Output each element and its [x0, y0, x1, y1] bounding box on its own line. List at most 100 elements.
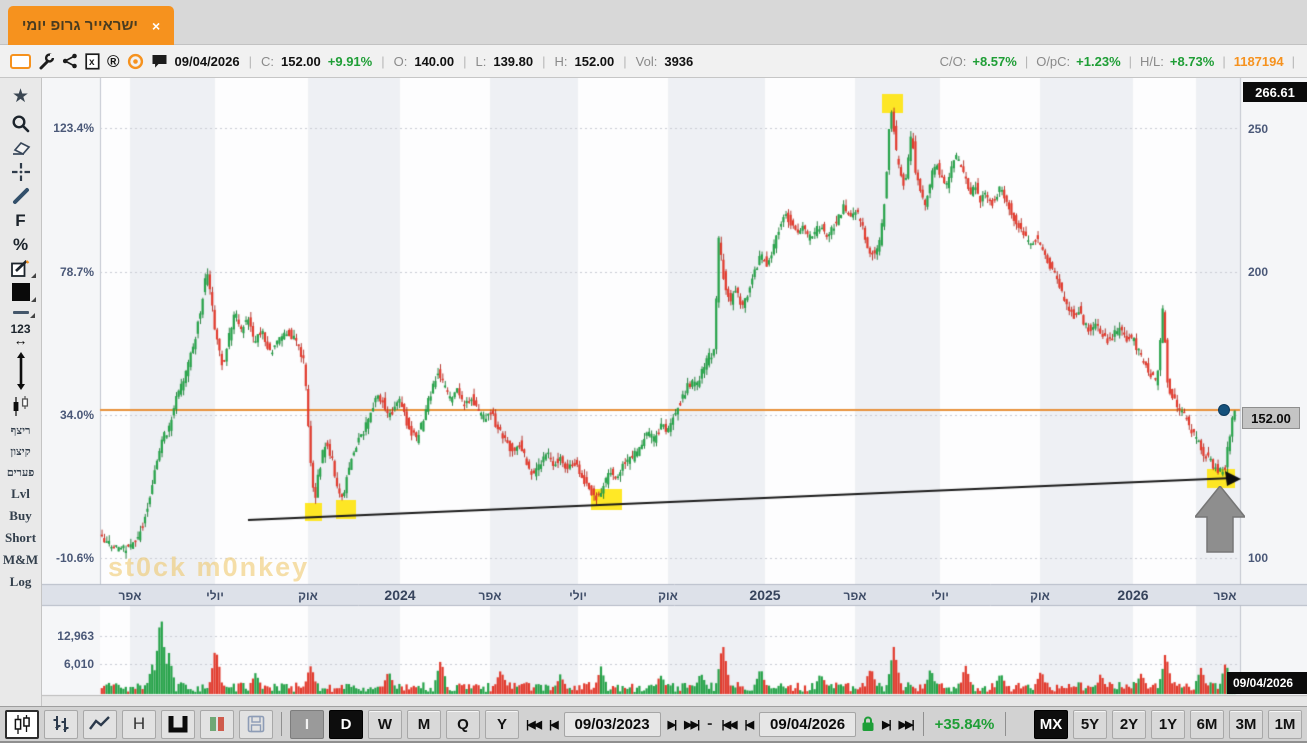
to-date-field[interactable]: 09/04/2026 — [759, 711, 857, 737]
percent-tool[interactable]: % — [12, 234, 29, 254]
crosshair-icon[interactable] — [11, 163, 30, 181]
co-value: +8.57% — [972, 53, 1017, 69]
instrument-tab[interactable]: ישראייר גרופ יומי × — [8, 6, 174, 45]
registered-icon[interactable]: ® — [107, 51, 120, 71]
search-icon[interactable] — [11, 114, 30, 133]
vertical-measure-icon[interactable] — [15, 352, 27, 391]
range-button-1y[interactable]: 1Y — [1151, 709, 1185, 739]
chart-type-hlc-button[interactable]: H — [122, 709, 156, 739]
divider — [922, 712, 924, 736]
excel-export-icon[interactable]: x — [85, 52, 100, 70]
change-value: +9.91% — [327, 53, 373, 69]
svg-text:x: x — [89, 57, 95, 68]
sidebar-item-log[interactable]: Log — [9, 574, 32, 590]
range-button-6m[interactable]: 6M — [1190, 709, 1224, 739]
signal-up-arrow — [1195, 486, 1245, 554]
skip-forward-icon[interactable]: ▶▶| — [898, 718, 915, 731]
co-label: C/O: — [939, 53, 967, 69]
period-button-q[interactable]: Q — [446, 709, 480, 739]
step-forward-icon[interactable]: ▶| — [667, 718, 677, 731]
line-style-tool[interactable] — [12, 307, 35, 318]
sidebar-item-mm[interactable]: M&M — [2, 552, 39, 568]
trendline-tool-icon[interactable] — [12, 187, 30, 205]
edit-note-icon[interactable] — [11, 259, 36, 278]
chart-type-candles-button[interactable] — [5, 709, 39, 739]
chart-type-line-button[interactable] — [83, 709, 117, 739]
open-label: O: — [393, 53, 408, 69]
close-icon[interactable]: × — [151, 17, 161, 34]
sidebar-item-sequence[interactable]: ריצף — [10, 424, 31, 437]
period-button-i[interactable]: I — [290, 709, 324, 739]
chart-region: 123.4% 78.7% 34.0% -10.6% 250 200 100 12,963 6,0… — [42, 78, 1307, 706]
chart-type-bars-button[interactable] — [44, 709, 78, 739]
quote-toolbar: x ® 09/04/2026 | C: 152.00 +9.91% | O: 1… — [0, 45, 1307, 78]
skip-forward-icon[interactable]: ▶▶| — [684, 718, 700, 731]
period-button-y[interactable]: Y — [485, 709, 519, 739]
tab-bar: ישראייר גרופ יומי × — [0, 0, 1307, 45]
high-label: H: — [554, 53, 568, 69]
period-button-d[interactable]: D — [329, 709, 363, 739]
volume-value: 3936 — [664, 53, 694, 69]
separator: | — [1222, 53, 1226, 69]
close-label: C: — [261, 53, 274, 69]
separator: | — [381, 53, 385, 69]
sidebar-item-extremes[interactable]: קיצון — [10, 445, 31, 458]
measure-count-tool[interactable]: 123 ↔ — [10, 322, 31, 347]
separator: | — [542, 53, 546, 69]
target-icon[interactable] — [127, 53, 144, 70]
skip-start-icon[interactable]: |◀◀ — [721, 718, 738, 731]
hl-label: H/L: — [1140, 53, 1164, 69]
layout-icon[interactable] — [10, 53, 31, 69]
skip-start-icon[interactable]: |◀◀ — [526, 718, 542, 731]
candles-pattern-icon[interactable] — [11, 396, 31, 417]
comment-icon[interactable] — [151, 54, 168, 69]
period-button-w[interactable]: W — [368, 709, 402, 739]
step-back-icon[interactable]: |◀ — [549, 718, 558, 731]
chart-type-colored-bars-button[interactable] — [200, 709, 234, 739]
count-label: 123 — [10, 322, 31, 336]
close-value: 152.00 — [281, 53, 321, 69]
range-button-3m[interactable]: 3M — [1229, 709, 1263, 739]
separator: | — [1128, 53, 1133, 69]
fibonacci-tool[interactable]: F — [15, 210, 26, 230]
sidebar-item-gaps[interactable]: פערים — [6, 466, 35, 479]
share-icon[interactable] — [62, 53, 78, 69]
save-icon[interactable] — [239, 709, 273, 739]
range-button-1m[interactable]: 1M — [1268, 709, 1302, 739]
sidebar-item-lvl[interactable]: Lvl — [11, 486, 30, 502]
range-buttons: MX 5Y 2Y 1Y 6M 3M 1M — [1034, 709, 1302, 739]
last-price-badge: 152.00 — [1242, 407, 1300, 429]
range-button-5y[interactable]: 5Y — [1073, 709, 1107, 739]
chart-canvas[interactable] — [42, 78, 1307, 706]
separator: | — [1024, 53, 1029, 69]
sidebar-item-short[interactable]: Short — [4, 530, 37, 546]
dash-icon — [12, 310, 29, 314]
big-number: 1187194 — [1233, 53, 1284, 69]
step-back-icon[interactable]: |◀ — [744, 718, 754, 731]
separator: | — [1291, 53, 1295, 69]
wrench-icon[interactable] — [38, 52, 55, 70]
sidebar-item-buy[interactable]: Buy — [9, 508, 32, 524]
step-forward-icon[interactable]: ▶| — [882, 718, 891, 731]
max-price-badge: 266.61 — [1243, 82, 1307, 102]
favorite-star-icon[interactable]: ★ — [11, 86, 30, 107]
separator: | — [623, 53, 627, 69]
period-button-m[interactable]: M — [407, 709, 441, 739]
range-dash: - — [707, 715, 713, 732]
from-date-field[interactable]: 09/03/2023 — [563, 711, 661, 737]
chart-type-bracket-button[interactable] — [161, 709, 195, 739]
fill-color-tool[interactable] — [11, 283, 36, 302]
low-value: 139.80 — [493, 53, 534, 69]
high-value: 152.00 — [574, 53, 615, 69]
range-button-2y[interactable]: 2Y — [1112, 709, 1146, 739]
range-button-mx[interactable]: MX — [1034, 709, 1068, 739]
eraser-icon[interactable] — [11, 139, 31, 157]
separator: | — [248, 53, 252, 69]
hl-value: +8.73% — [1169, 53, 1215, 69]
separator: | — [463, 53, 467, 69]
lock-icon[interactable] — [861, 716, 875, 732]
last-price-dot — [1218, 404, 1230, 416]
